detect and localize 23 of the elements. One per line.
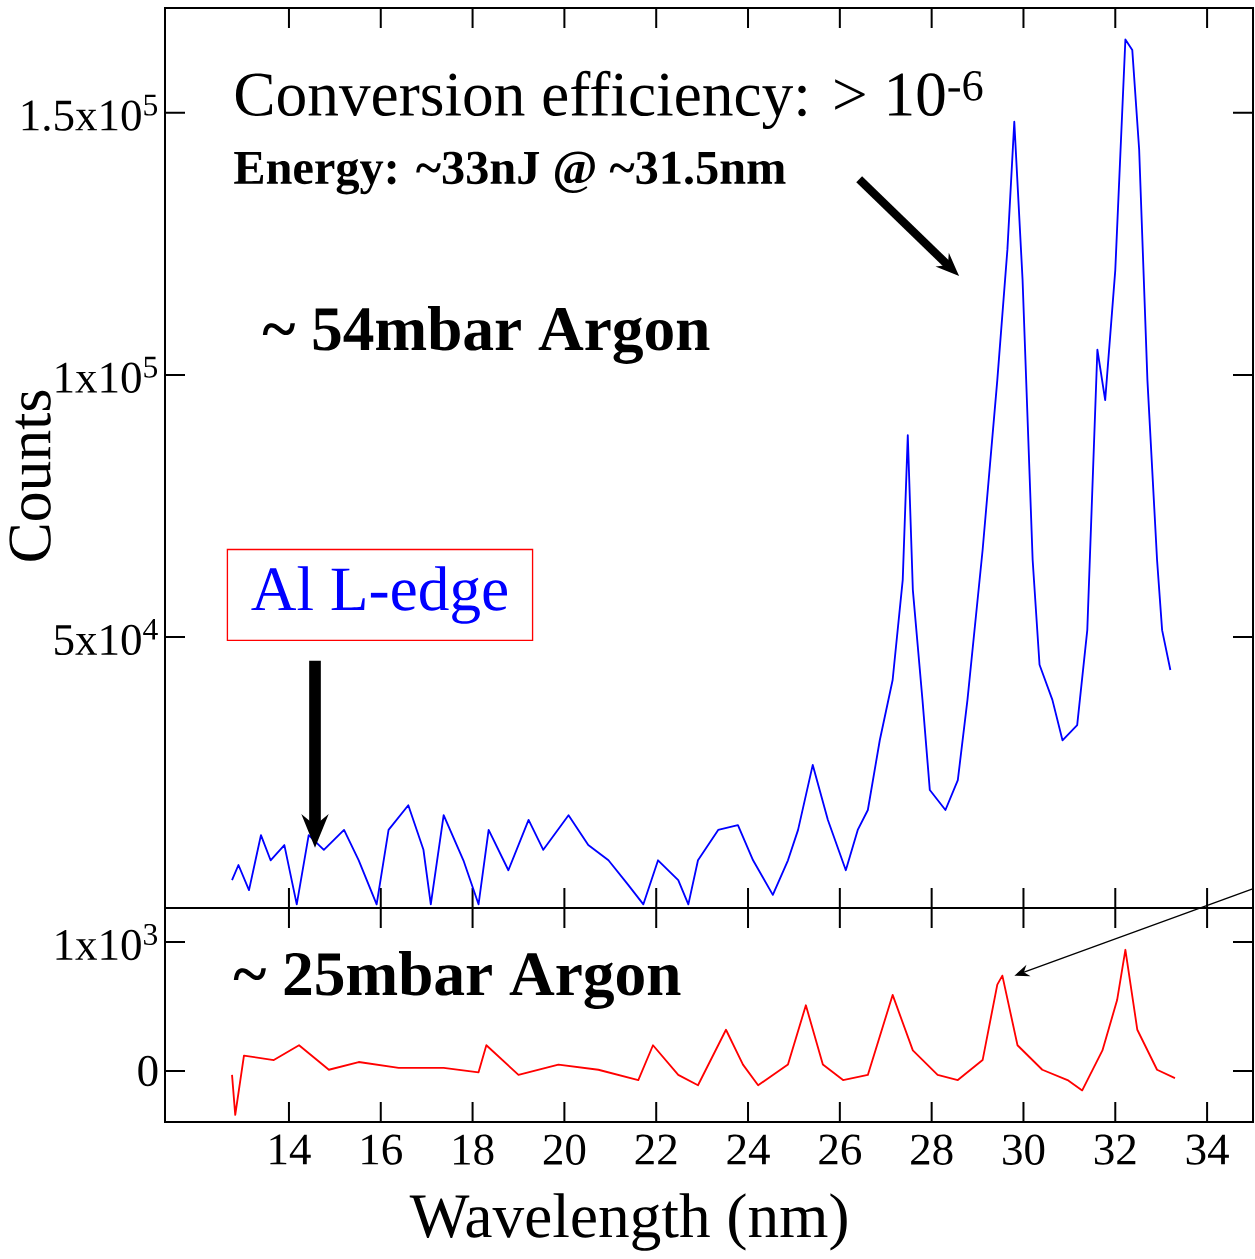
y-tick-label: 1x10$^{5}$ bbox=[56, 356, 158, 393]
annotation: Al L-edge bbox=[251, 566, 507, 624]
annotation: ~ 54mbar Argon bbox=[262, 306, 710, 364]
x-tick-label: 16 bbox=[362, 1134, 402, 1165]
y-tick-label: 0 bbox=[138, 1055, 158, 1087]
x-tick-label: 26 bbox=[819, 1134, 862, 1165]
x-tick-label: 32 bbox=[1094, 1134, 1136, 1165]
annotation: Energy: ~33nJ @ ~31.5nm bbox=[234, 151, 786, 195]
y-tick-label: 1x10$^{3}$ bbox=[56, 923, 158, 961]
x-tick-label: 22 bbox=[635, 1134, 677, 1165]
x-tick-label: 18 bbox=[454, 1134, 494, 1165]
y-tick-label: 5x10$^{4}$ bbox=[55, 618, 158, 656]
x-tick-label: 34 bbox=[1186, 1134, 1229, 1165]
x-tick-label: 30 bbox=[1003, 1134, 1045, 1165]
annotation: ~ 25mbar Argon bbox=[233, 951, 681, 1009]
y-axis-title: Counts bbox=[9, 390, 51, 561]
x-tick-label: 28 bbox=[911, 1134, 953, 1165]
x-tick-label: 24 bbox=[727, 1134, 770, 1165]
x-axis-title: Wavelength (nm) bbox=[409, 1193, 847, 1251]
x-tick-label: 14 bbox=[270, 1134, 311, 1165]
x-tick-label: 20 bbox=[543, 1134, 586, 1165]
annotation: Conversion efficiency: > 10$^{-6}$ bbox=[235, 70, 983, 130]
y-tick-label: 1.5x10$^{5}$ bbox=[22, 94, 158, 131]
